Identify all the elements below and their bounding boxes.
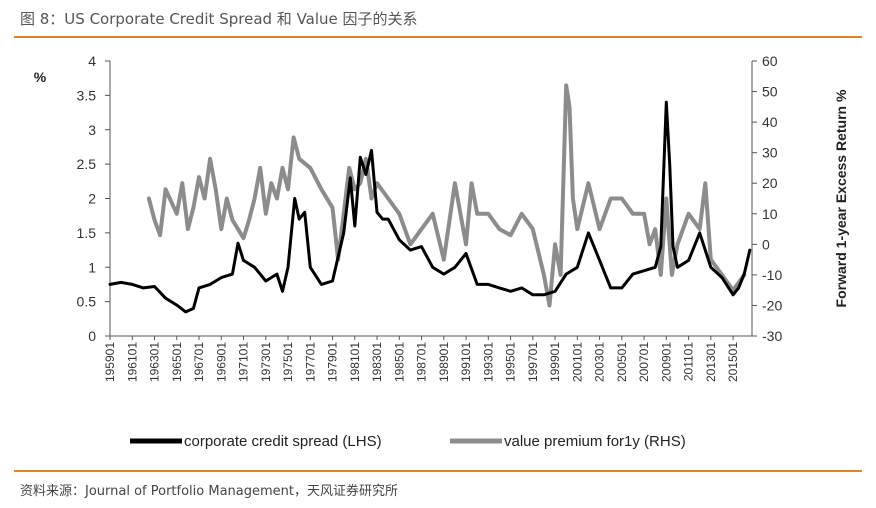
figure-title: 图 8：US Corporate Credit Spread 和 Value 因… [20,10,418,28]
x-tick-label: 198501 [392,342,406,382]
right-y-tick-label: -30 [762,328,782,344]
x-tick-label: 200701 [637,342,651,382]
left-y-tick-label: 2.5 [77,156,97,172]
left-y-tick-label: 4 [88,53,96,69]
right-y-tick-label: 20 [762,175,778,191]
right-y-tick-label: 30 [762,145,778,161]
left-y-tick-label: 0.5 [77,294,97,310]
right-y-tick-label: 40 [762,114,778,130]
x-tick-label: 196901 [214,342,228,382]
x-tick-label: 199301 [481,342,495,382]
left-y-tick-label: 0 [88,328,96,344]
right-y-tick-label: 10 [762,206,778,222]
x-tick-label: 198701 [415,342,429,382]
x-tick-label: 200901 [659,342,673,382]
x-tick-label: 199101 [459,342,473,382]
chart: 0 0.5 1 1.5 2 2.5 3 3.5 4 -30 -20 -10 0 10 20 30 40 50 60 1… [34,53,849,450]
x-tick-label: 197501 [281,342,295,382]
right-y-axis-label: Forward 1-year Excess Return % [833,89,849,307]
x-tick-label: 198101 [348,342,362,382]
x-tick-label: 197901 [326,342,340,382]
x-tick-label: 196101 [125,342,139,382]
x-tick-label: 200501 [615,342,629,382]
x-tick-label: 196701 [192,342,206,382]
left-y-tick-label: 1.5 [77,225,97,241]
x-tick-label: 201501 [726,342,740,382]
top-divider [14,36,862,38]
right-y-tick-label: 50 [762,84,778,100]
left-y-tick-label: 3.5 [77,87,97,103]
series-line-value-premium [146,83,747,308]
left-y-tick-label: 3 [88,122,96,138]
x-tick-label: 199901 [548,342,562,382]
x-tick-label: 200101 [570,342,584,382]
x-tick-label: 199701 [526,342,540,382]
x-tick-label: 195901 [103,342,117,382]
x-tick-label: 196301 [148,342,162,382]
x-tick-label: 197301 [259,342,273,382]
left-y-tick-label: 1 [88,259,96,275]
right-y-tick-label: -10 [762,267,782,283]
x-tick-label: 198901 [437,342,451,382]
x-tick-label: 197701 [303,342,317,382]
legend-label-value-premium: value premium for1y (RHS) [504,433,686,450]
left-y-tick-label: 2 [88,191,96,207]
x-tick-label: 201301 [704,342,718,382]
source-note: 资料来源：Journal of Portfolio Management，天风证… [20,484,399,499]
legend-label-credit-spread: corporate credit spread (LHS) [184,433,382,450]
series-line-credit-spread [108,100,752,314]
x-tick-label: 197101 [237,342,251,382]
x-tick-label: 200301 [593,342,607,382]
right-y-tick-label: 60 [762,53,778,69]
x-tick-label: 201101 [682,342,696,381]
x-tick-label: 198301 [370,342,384,382]
bottom-divider [14,470,862,472]
right-y-tick-label: 0 [762,236,770,252]
x-tick-label: 199501 [504,342,518,382]
right-y-tick-label: -20 [762,297,782,313]
x-tick-label: 196501 [170,342,184,382]
left-y-axis-label: % [34,69,47,85]
